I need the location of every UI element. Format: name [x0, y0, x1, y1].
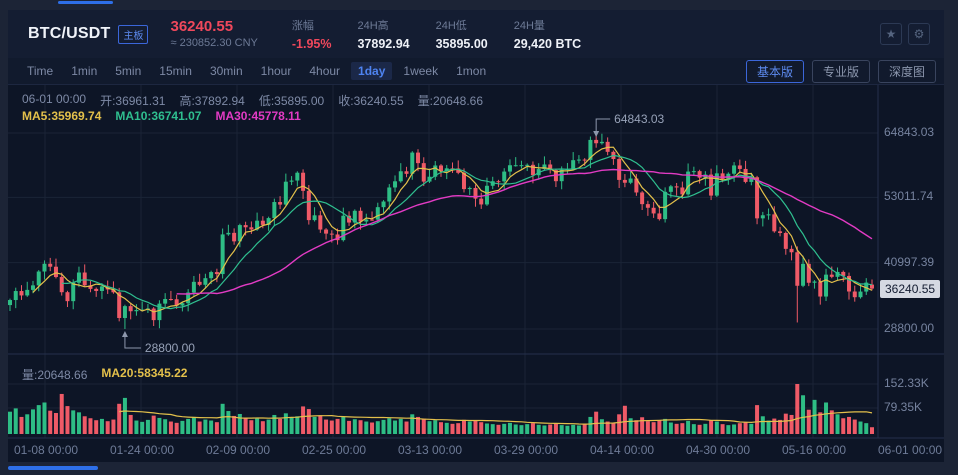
- annotations-layer: [121, 118, 611, 349]
- interval-tab-4hour[interactable]: 4hour: [309, 64, 341, 78]
- interval-tab-1week[interactable]: 1week: [403, 64, 439, 78]
- kline-widget: BTC/USDT 主板 36240.55 ≈ 230852.30 CNY 涨幅 -…: [8, 10, 944, 462]
- chart-toolbar: Time 1min 5min 15min 30min 1hour 4hour 1day 1wee…: [8, 58, 944, 85]
- settings-icon[interactable]: ⚙: [908, 23, 930, 45]
- header-actions: ★ ⚙: [880, 23, 936, 45]
- price-block: 36240.55 ≈ 230852.30 CNY: [170, 18, 257, 50]
- favorite-icon[interactable]: ★: [880, 23, 902, 45]
- stat-value: 37892.94: [357, 37, 410, 51]
- stat-value: -1.95%: [291, 37, 332, 51]
- volume-bars-layer: [8, 384, 874, 434]
- stat-label: 24H量: [513, 20, 545, 32]
- price-cny: ≈ 230852.30 CNY: [170, 37, 258, 50]
- ma-lines-layer: [32, 146, 873, 313]
- interval-tab-15min[interactable]: 15min: [159, 64, 192, 78]
- top-scroll-indicator[interactable]: [58, 1, 113, 4]
- last-price: 36240.55: [170, 18, 234, 36]
- stat-value: 35895.00: [435, 37, 488, 51]
- view-mode-buttons: 基本版 专业版 深度图: [745, 59, 936, 83]
- chart-area: 06-01 00:00 开:36961.31 高:37892.94 低:35895.…: [8, 85, 944, 462]
- separators: [8, 85, 944, 439]
- interval-tab-1mon[interactable]: 1mon: [456, 64, 487, 78]
- interval-tab-Time[interactable]: Time: [27, 64, 54, 78]
- ma30-line: [176, 168, 873, 295]
- stat-value: 29,420 BTC: [513, 37, 582, 51]
- 24h-stats: 涨幅 -1.95% 24H高 37892.94 24H低 35895.00 24H量 29,4…: [292, 17, 581, 51]
- stat-24H量: 24H量 29,420 BTC: [514, 17, 581, 51]
- stat-label: 24H高: [357, 20, 389, 32]
- horizontal-scrollbar[interactable]: [8, 466, 98, 470]
- grid-lines: [8, 85, 878, 438]
- view-button-深度图[interactable]: 深度图: [877, 59, 936, 83]
- view-button-专业版[interactable]: 专业版: [811, 59, 870, 83]
- stat-label: 涨幅: [291, 20, 314, 32]
- interval-tab-1day[interactable]: 1day: [351, 62, 393, 80]
- interval-tab-30min[interactable]: 30min: [209, 64, 243, 78]
- symbol-header: BTC/USDT 主板 36240.55 ≈ 230852.30 CNY 涨幅 -…: [8, 10, 944, 58]
- stat-24H高: 24H高 37892.94: [357, 17, 409, 51]
- interval-tab-1min[interactable]: 1min: [71, 64, 98, 78]
- stat-24H低: 24H低 35895.00: [436, 17, 488, 51]
- pair-title: BTC/USDT: [28, 25, 111, 42]
- kline-chart[interactable]: [8, 85, 944, 462]
- candles-layer: [8, 133, 874, 329]
- board-badge: 主板: [118, 24, 149, 44]
- interval-tab-1hour[interactable]: 1hour: [260, 64, 292, 78]
- interval-tabs: Time 1min 5min 15min 30min 1hour 4hour 1day 1wee…: [18, 62, 495, 80]
- interval-tab-5min[interactable]: 5min: [115, 64, 142, 78]
- stat-涨幅: 涨幅 -1.95%: [292, 17, 332, 51]
- volume-ma-layer: [119, 410, 873, 425]
- stat-label: 24H低: [435, 20, 467, 32]
- view-button-基本版[interactable]: 基本版: [745, 59, 804, 83]
- volume-ma20-line: [119, 410, 873, 425]
